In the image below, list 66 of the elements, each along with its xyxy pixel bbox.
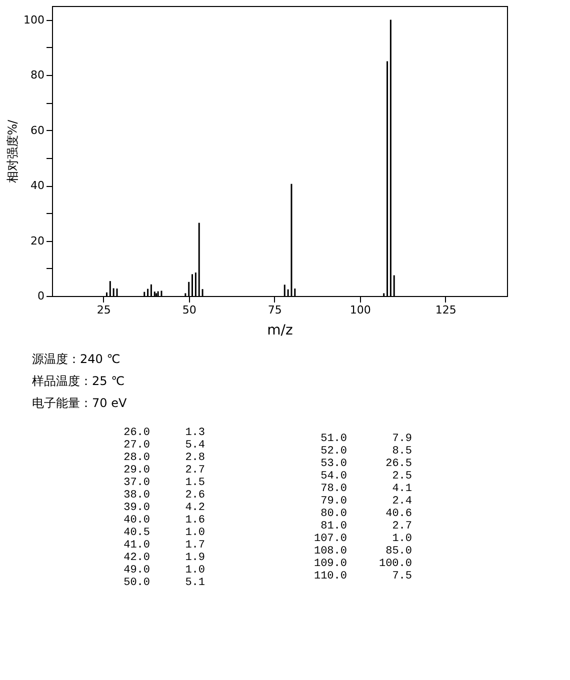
text: 4.2 <box>185 502 205 514</box>
x-tick-label: 25 <box>96 304 111 316</box>
text: 样品温度：25 ℃ <box>32 374 125 388</box>
y-tick-label: 60 <box>30 124 44 137</box>
text: 5.1 <box>185 577 206 589</box>
y-tick-label: 20 <box>30 234 44 248</box>
text: 78.0 <box>320 483 347 495</box>
text: 49.0 <box>124 564 150 576</box>
text: 5.4 <box>185 440 206 452</box>
text: 2.5 <box>392 470 412 482</box>
y-tick-label: 40 <box>30 179 44 192</box>
text: 51.0 <box>320 433 347 445</box>
text: 41.0 <box>124 540 150 552</box>
y-tick-label: 80 <box>30 68 44 82</box>
x-tick-label: 75 <box>268 304 282 316</box>
text: 37.0 <box>124 477 150 489</box>
text: 38.0 <box>124 490 150 502</box>
text: 107.0 <box>314 533 347 545</box>
text: 80.0 <box>320 508 347 520</box>
text: 1.5 <box>185 477 205 489</box>
text: 81.0 <box>320 520 347 532</box>
text: 109.0 <box>314 558 347 570</box>
x-tick-label: 125 <box>435 304 456 316</box>
text: 29.0 <box>124 464 150 476</box>
text: 2.8 <box>185 452 205 464</box>
text: 100.0 <box>378 558 412 570</box>
text: 26.5 <box>386 458 412 470</box>
y-tick-label: 100 <box>24 13 44 26</box>
text: 27.0 <box>124 440 150 452</box>
text: 2.4 <box>392 496 412 508</box>
text: 40.6 <box>386 508 412 520</box>
text: 电子能量：70 eV <box>32 396 128 410</box>
text: 1.6 <box>185 514 205 526</box>
text: 52.0 <box>320 446 347 458</box>
x-tick-label: 50 <box>182 304 196 316</box>
text: 1.3 <box>185 427 205 439</box>
text: 2.7 <box>392 520 412 532</box>
text: 28.0 <box>124 452 150 464</box>
text: 26.0 <box>124 427 150 439</box>
text: 53.0 <box>320 458 347 470</box>
text: 4.1 <box>392 483 412 495</box>
text: 1.7 <box>185 540 205 552</box>
text: 1.0 <box>185 564 205 576</box>
text: 源温度：240 ℃ <box>32 352 120 366</box>
text: 1.0 <box>392 533 412 545</box>
x-axis-title: m/z <box>267 322 293 338</box>
text: 7.5 <box>392 570 412 582</box>
text: 7.9 <box>392 433 412 445</box>
text: 2.6 <box>185 490 205 502</box>
text: 2.7 <box>185 464 205 476</box>
text: 1.0 <box>185 527 205 539</box>
text: 8.5 <box>392 446 412 458</box>
text: 40.5 <box>124 527 150 539</box>
y-tick-label: 0 <box>38 290 44 302</box>
text: 79.0 <box>320 496 347 508</box>
text: 40.0 <box>124 514 150 526</box>
text: 108.0 <box>314 546 347 558</box>
text: 50.0 <box>124 577 150 589</box>
text: 110.0 <box>314 570 347 582</box>
text: 85.0 <box>386 546 412 558</box>
text: 1.9 <box>185 552 205 564</box>
text: 42.0 <box>124 552 150 564</box>
x-tick-label: 100 <box>350 304 371 316</box>
y-axis-title: 相对强度%/ <box>6 118 20 184</box>
text: 54.0 <box>320 470 347 482</box>
text: 39.0 <box>124 502 150 514</box>
